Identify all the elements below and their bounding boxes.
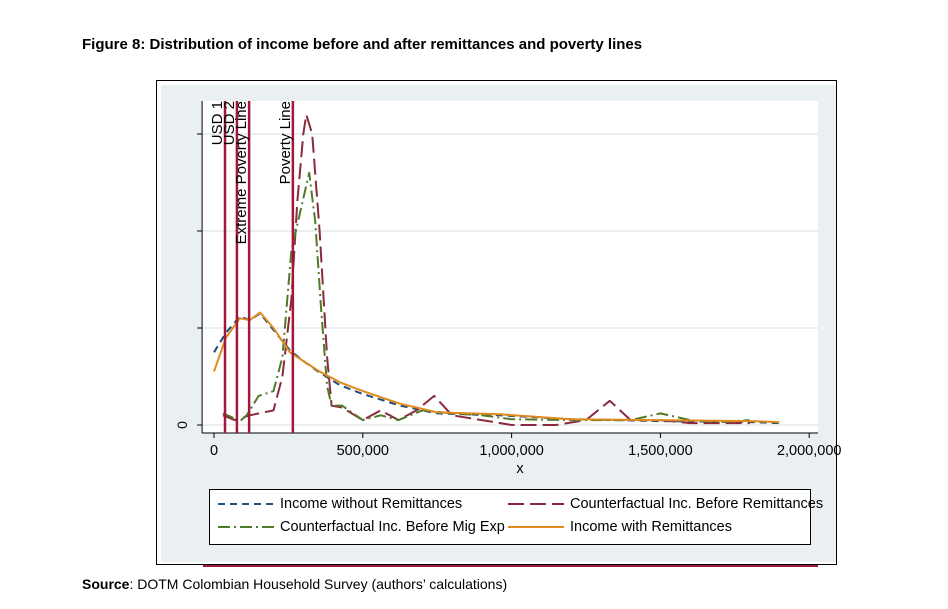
x-axis-label: x	[516, 461, 524, 477]
vline-label: Extreme Poverty Line	[233, 101, 250, 244]
figure-title: Figure 8: Distribution of income before …	[82, 36, 643, 53]
legend-line-swatch	[218, 526, 274, 528]
series-line	[222, 113, 750, 426]
source-text: : DOTM Colombian Household Survey (autho…	[129, 576, 508, 592]
legend-item: Counterfactual Inc. Before Mig Exp	[218, 519, 505, 535]
y-tick-label: 0	[174, 421, 190, 429]
x-tick-label: 1,000,000	[479, 443, 544, 459]
legend-label: Counterfactual Inc. Before Mig Exp	[280, 519, 505, 535]
vline-label: Poverty Line	[277, 101, 294, 184]
source-note: Source: DOTM Colombian Household Survey …	[82, 576, 507, 592]
vline-label: USD 1	[209, 101, 226, 145]
figure-frame	[156, 80, 837, 565]
legend-item: Income with Remittances	[508, 519, 732, 535]
legend: Income without Remittances Counterfactual…	[209, 489, 823, 545]
legend-item: Counterfactual Inc. Before Remittances	[508, 496, 823, 512]
legend-label: Income without Remittances	[280, 496, 463, 512]
x-tick-label: 500,000	[337, 443, 389, 459]
legend-line-swatch	[508, 526, 564, 528]
legend-label: Counterfactual Inc. Before Remittances	[570, 496, 824, 512]
legend-label: Income with Remittances	[570, 519, 732, 535]
legend-line-swatch	[218, 503, 274, 505]
x-tick-label: 0	[210, 443, 218, 459]
source-label: Source	[82, 576, 130, 592]
x-tick-label: 1,500,000	[628, 443, 693, 459]
legend-item: Income without Remittances	[218, 496, 462, 512]
x-tick-label: 2,000,000	[777, 443, 842, 459]
vline-label: USD 2	[221, 101, 238, 145]
plot-area	[202, 101, 818, 433]
legend-line-swatch	[508, 503, 564, 505]
